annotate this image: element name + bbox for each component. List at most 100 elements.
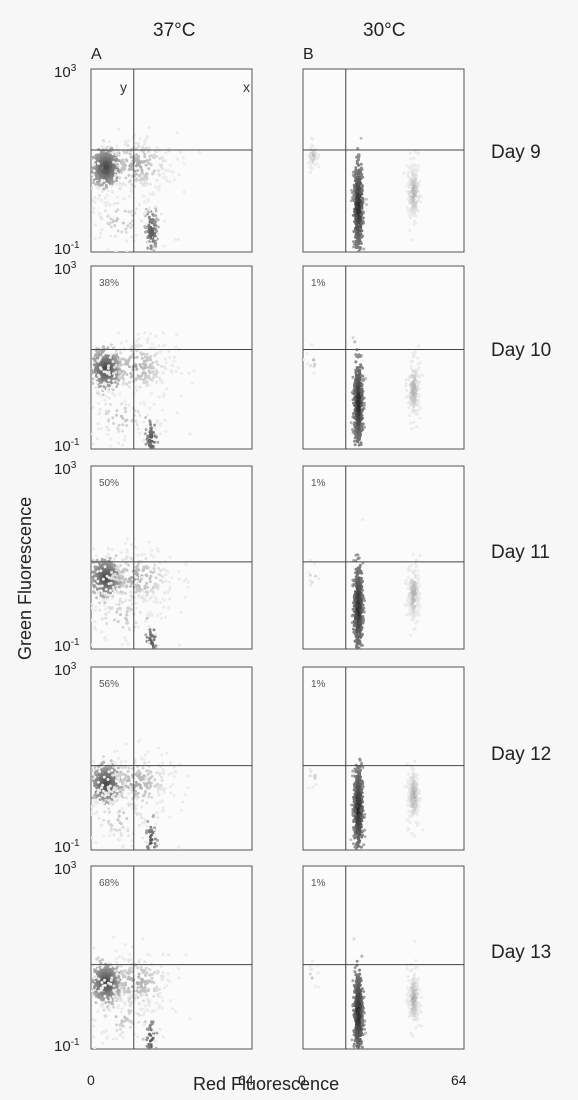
scatter-point — [359, 136, 363, 140]
scatter-point — [148, 953, 152, 957]
scatter-point — [152, 555, 156, 559]
scatter-point — [168, 785, 172, 789]
scatter-point — [113, 969, 117, 973]
scatter-point — [130, 235, 134, 239]
scatter-point — [151, 972, 155, 976]
scatter-point — [352, 194, 356, 198]
scatter-point — [141, 766, 145, 770]
scatter-point — [126, 224, 130, 228]
scatter-point — [93, 236, 97, 240]
scatter-point — [96, 1010, 100, 1013]
scatter-point — [127, 1011, 131, 1015]
scatter-point — [155, 771, 159, 775]
scatter-point — [94, 841, 98, 845]
scatter-point — [143, 820, 147, 824]
scatter-point — [355, 205, 359, 209]
scatter-point — [104, 209, 108, 213]
scatter-point — [142, 438, 146, 442]
scatter-point — [115, 409, 119, 413]
scatter-point — [114, 949, 118, 953]
scatter-point — [106, 247, 110, 251]
scatter-point — [115, 385, 119, 389]
scatter-point — [119, 760, 123, 764]
scatter-point — [158, 992, 162, 995]
scatter-point — [108, 992, 112, 996]
scatter-point — [140, 575, 144, 579]
scatter-point — [121, 357, 125, 361]
scatter-point — [125, 550, 129, 554]
scatter-point — [152, 646, 155, 649]
scatter-point — [121, 158, 125, 162]
scatter-points — [91, 537, 190, 649]
scatter-point — [99, 776, 103, 779]
scatter-point — [119, 1010, 123, 1014]
scatter-point — [102, 775, 106, 779]
scatter-point — [360, 203, 364, 207]
scatter-point — [157, 344, 161, 348]
scatter-point — [153, 426, 156, 430]
scatter-point — [100, 217, 104, 221]
scatter-point — [144, 590, 148, 594]
scatter-point — [96, 402, 100, 405]
scatter-point — [168, 597, 172, 601]
scatter-point — [144, 966, 148, 970]
scatter-point — [130, 374, 134, 378]
scatter-point — [136, 982, 140, 986]
scatter-point — [177, 966, 181, 970]
scatter-point — [169, 999, 173, 1002]
scatter-point — [143, 365, 147, 369]
scatter-point — [129, 958, 133, 962]
scatter-point — [138, 414, 142, 417]
scatter-point — [101, 393, 105, 397]
scatter-point — [91, 210, 95, 214]
scatter-point — [119, 564, 123, 567]
scatter-point — [104, 370, 108, 374]
scatter-point — [138, 738, 142, 742]
scatter-point — [106, 149, 110, 153]
scatter-point — [136, 1035, 140, 1039]
scatter-point — [117, 603, 121, 607]
scatter-point — [149, 553, 153, 557]
scatter-point — [92, 169, 96, 173]
scatter-point — [163, 219, 167, 223]
scatter-point — [144, 619, 147, 623]
scatter-point — [113, 177, 117, 181]
scatter-point — [174, 370, 178, 374]
scatter-point — [105, 598, 109, 601]
scatter-point — [160, 381, 164, 385]
scatter-point — [115, 584, 119, 588]
scatter-point — [360, 184, 364, 188]
scatter-point — [137, 1002, 141, 1006]
scatter-point — [130, 802, 134, 806]
scatter-point — [351, 191, 355, 195]
scatter-point — [145, 801, 149, 805]
scatter-point — [116, 152, 120, 155]
scatter-point — [142, 552, 146, 556]
scatter-point — [103, 786, 107, 790]
scatter-point — [157, 566, 161, 570]
scatter-point — [128, 966, 132, 970]
scatter-point — [124, 176, 128, 180]
scatter-point — [120, 791, 124, 795]
scatter-point — [144, 163, 148, 167]
scatter-point — [140, 776, 144, 779]
scatter-point — [127, 1009, 131, 1013]
scatter-point — [127, 960, 131, 963]
scatter-point — [115, 1023, 119, 1027]
scatter-point — [118, 996, 122, 1000]
scatter-point — [134, 545, 138, 549]
scatter-point — [147, 365, 151, 369]
scatter-point — [172, 765, 176, 769]
scatter-point — [104, 1029, 108, 1033]
scatter-point — [100, 786, 103, 790]
scatter-point — [161, 1035, 165, 1039]
scatter-point — [100, 183, 104, 187]
scatter-point — [156, 746, 160, 750]
scatter-point — [110, 363, 114, 366]
scatter-point — [108, 1003, 112, 1007]
scatter-point — [98, 186, 102, 190]
scatter-point — [122, 811, 126, 815]
scatter-point — [135, 367, 139, 371]
scatter-point — [112, 372, 115, 375]
scatter-point — [125, 372, 129, 376]
